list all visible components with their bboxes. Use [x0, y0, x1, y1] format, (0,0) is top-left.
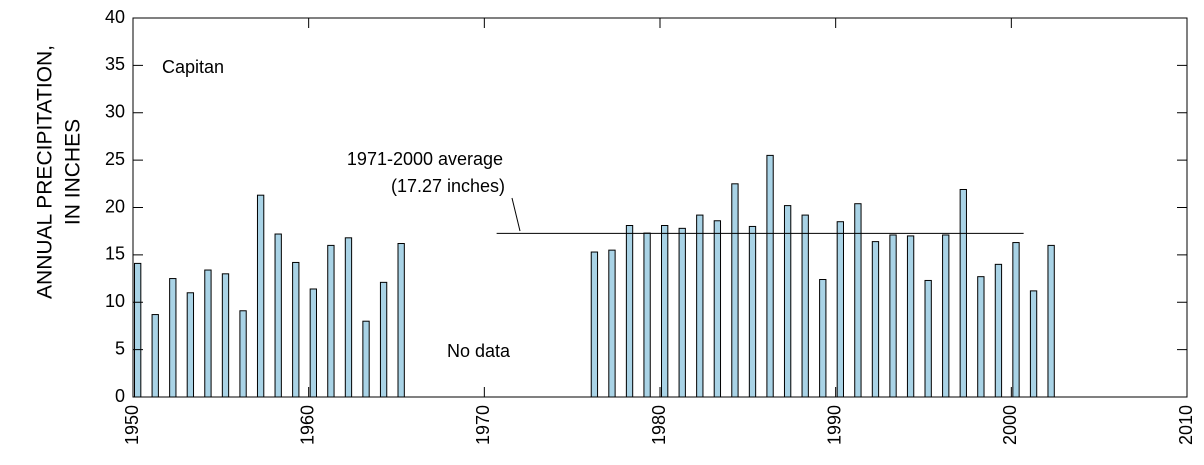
bar — [256, 194, 265, 398]
y-tick-label: 25 — [105, 149, 125, 169]
bar — [643, 232, 651, 398]
bar — [696, 214, 704, 398]
bar — [151, 314, 159, 398]
bar — [924, 279, 932, 398]
y-tick-label: 30 — [105, 102, 125, 122]
bar — [204, 269, 212, 398]
y-tick-label: 40 — [105, 7, 125, 27]
bar — [309, 288, 317, 398]
y-tick-label: 20 — [105, 196, 125, 216]
bar — [344, 237, 353, 398]
x-tick-label: 1950 — [122, 405, 142, 445]
bar — [239, 310, 247, 398]
x-tick-label: 1980 — [649, 405, 669, 445]
x-tick-label: 2000 — [1000, 405, 1020, 445]
bar — [871, 241, 880, 398]
bar — [625, 225, 634, 398]
bar — [994, 263, 1003, 398]
bar — [766, 154, 774, 398]
y-axis-title: IN INCHES — [62, 119, 85, 225]
bar — [783, 205, 792, 398]
bar — [731, 183, 739, 398]
plot-frame — [132, 17, 1188, 398]
bar — [169, 278, 177, 398]
bar — [327, 244, 335, 398]
bar — [801, 214, 809, 398]
bar — [134, 262, 142, 398]
leader-line — [511, 197, 521, 232]
bar — [977, 276, 985, 398]
bar — [661, 225, 669, 398]
bar — [221, 273, 230, 398]
bar — [1047, 244, 1055, 398]
bar — [397, 243, 405, 398]
y-tick-label: 35 — [105, 54, 125, 74]
x-tick-label: 1960 — [297, 405, 317, 445]
bar — [379, 281, 388, 398]
bar — [186, 292, 195, 398]
y-tick-label: 5 — [115, 338, 125, 358]
bar — [713, 220, 722, 398]
bar — [906, 235, 915, 398]
x-tick-label: 1990 — [824, 405, 844, 445]
bar — [748, 225, 757, 398]
bar — [889, 234, 897, 398]
bar — [959, 188, 967, 398]
x-tick-label: 1970 — [473, 405, 493, 445]
y-tick-label: 15 — [105, 244, 125, 264]
bar — [274, 233, 282, 398]
average-label: 1971-2000 average — [347, 149, 503, 169]
y-axis-title: ANNUAL PRECIPITATION, — [34, 45, 57, 299]
bar — [608, 249, 616, 398]
x-tick-label: 2010 — [1176, 405, 1196, 445]
y-tick-label: 0 — [115, 386, 125, 406]
bar — [1029, 290, 1038, 398]
station-label: Capitan — [162, 57, 224, 77]
bar — [836, 221, 844, 398]
bar — [678, 227, 686, 398]
bar — [1012, 242, 1020, 398]
bar — [362, 320, 370, 398]
bar — [819, 279, 827, 398]
bar — [942, 234, 950, 398]
no-data-label: No data — [447, 341, 511, 361]
average-value-label: (17.27 inches) — [391, 176, 505, 196]
bar — [854, 203, 862, 398]
bar — [590, 251, 599, 398]
bar — [292, 261, 300, 398]
y-tick-label: 10 — [105, 291, 125, 311]
